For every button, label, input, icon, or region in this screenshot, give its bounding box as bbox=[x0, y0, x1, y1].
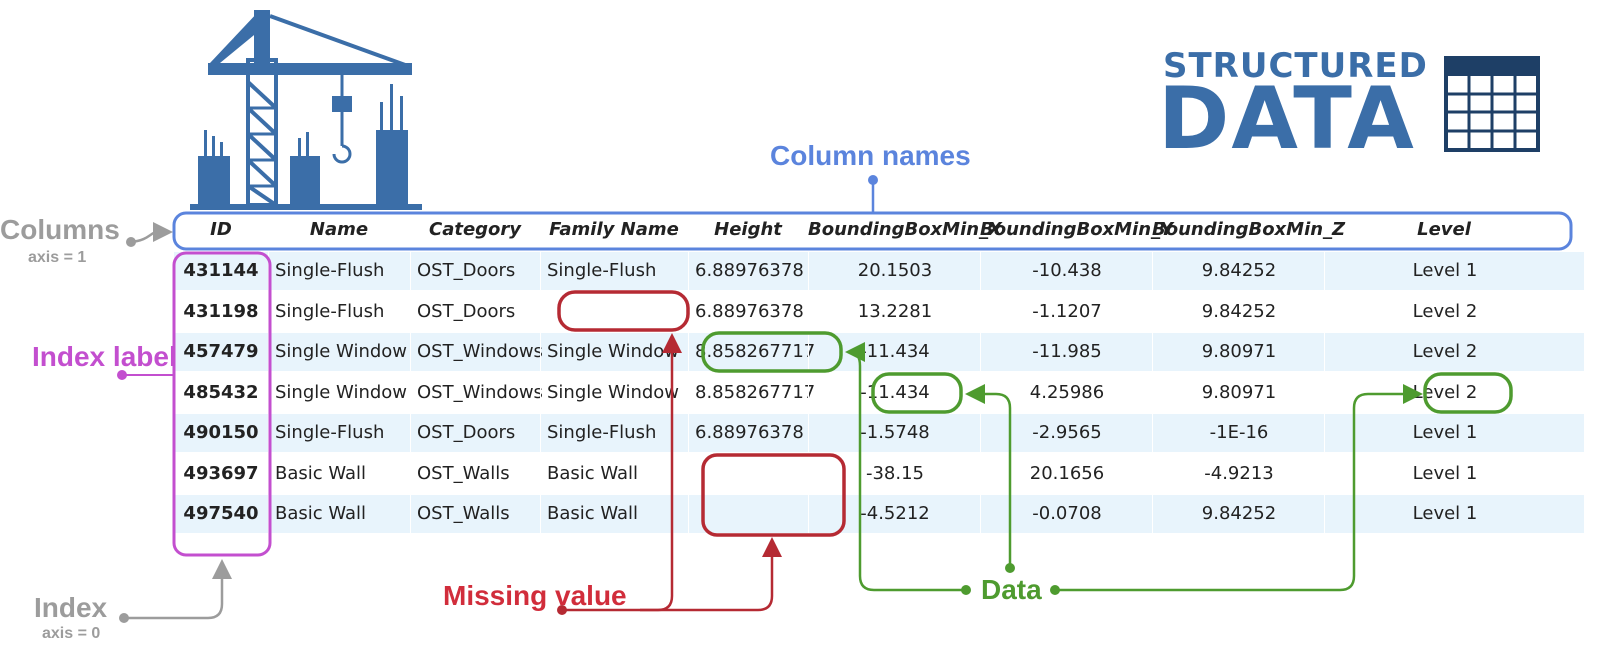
table-cell: 9.80971 bbox=[1152, 333, 1325, 371]
table-cell: -10.438 bbox=[980, 252, 1153, 290]
table-cell: Basic Wall bbox=[268, 495, 410, 533]
table-cell: 20.1503 bbox=[808, 252, 981, 290]
missing-value-arrow bbox=[640, 537, 782, 612]
table-cell: OST_Walls bbox=[410, 495, 540, 533]
table-cell: Single-Flush bbox=[268, 252, 410, 290]
column-header: ID bbox=[210, 219, 232, 240]
table-grid-icon bbox=[1444, 56, 1540, 152]
table-row: 490150 Single-Flush OST_Doors Single-Flush 6… bbox=[174, 414, 1584, 452]
table-cell: OST_Doors bbox=[410, 252, 540, 290]
table-cell: Single Window bbox=[268, 373, 410, 412]
table-cell: Basic Wall bbox=[268, 454, 410, 493]
table-cell: Single-Flush bbox=[268, 292, 410, 331]
table-cell: Single-Flush bbox=[540, 414, 688, 452]
columns-arrow bbox=[130, 222, 173, 244]
table-cell: -11.434 bbox=[808, 373, 981, 412]
data-label: Data bbox=[981, 574, 1042, 605]
index-cell: 431144 bbox=[183, 260, 259, 281]
table-cell: 9.84252 bbox=[1152, 292, 1325, 331]
table-cell: 6.88976378 bbox=[688, 252, 808, 290]
table-row: 497540 Basic Wall OST_Walls Basic Wall -4.52… bbox=[174, 495, 1584, 533]
table-cell bbox=[540, 292, 688, 331]
column-header: Category bbox=[428, 219, 522, 240]
table-cell: 9.84252 bbox=[1152, 252, 1325, 290]
table-cell: -38.15 bbox=[808, 454, 981, 493]
table-cell: OST_Windows bbox=[410, 333, 543, 371]
table-cell: OST_Doors bbox=[410, 414, 540, 452]
table-cell: 8.858267717 bbox=[688, 373, 815, 412]
table-cell: Level 2 bbox=[1324, 292, 1565, 331]
table-cell: 6.88976378 bbox=[688, 292, 808, 331]
table-cell: -0.0708 bbox=[980, 495, 1153, 533]
column-header: Family Name bbox=[549, 219, 679, 240]
index-cell: 431198 bbox=[183, 300, 259, 322]
index-cell: 485432 bbox=[183, 381, 259, 403]
table-cell: -1.5748 bbox=[808, 414, 981, 452]
table-row: 485432 Single Window OST_Windows Single Win… bbox=[174, 373, 1584, 412]
column-header: BoundingBoxMin_X bbox=[808, 219, 1002, 240]
table-cell: OST_Doors bbox=[410, 292, 540, 331]
table-cell: Level 2 bbox=[1324, 373, 1565, 412]
table-cell: -2.9565 bbox=[980, 414, 1153, 452]
table-cell: Level 1 bbox=[1324, 414, 1565, 452]
table-cell: -11.985 bbox=[980, 333, 1153, 371]
missing-value-label: Missing value bbox=[443, 580, 627, 611]
construction-crane-icon bbox=[190, 10, 422, 210]
column-header: Level bbox=[1417, 219, 1471, 240]
table-cell: -11.434 bbox=[808, 333, 981, 371]
table-row: 493697 Basic Wall OST_Walls Basic Wall -38.1… bbox=[174, 454, 1584, 493]
table-cell: -4.9213 bbox=[1152, 454, 1325, 493]
logo-data-text: DATA bbox=[1158, 69, 1416, 169]
table-cell: Level 1 bbox=[1324, 252, 1565, 290]
table-cell: Single Window bbox=[268, 333, 410, 371]
table-cell: OST_Windows bbox=[410, 373, 543, 412]
table-cell: Level 1 bbox=[1324, 495, 1565, 533]
table-cell bbox=[688, 454, 808, 493]
table-row: 431144 Single-Flush OST_Doors Single-Flush 6… bbox=[174, 252, 1584, 290]
table-cell: -4.5212 bbox=[808, 495, 981, 533]
table-cell: 13.2281 bbox=[808, 292, 981, 331]
column-header: Name bbox=[309, 219, 369, 240]
table-cell: Single-Flush bbox=[540, 252, 688, 290]
table-cell bbox=[688, 495, 808, 533]
column-names-label: Column names bbox=[770, 140, 971, 171]
table-cell: Single-Flush bbox=[268, 414, 410, 452]
table-cell: Basic Wall bbox=[540, 454, 688, 493]
table-cell: 8.858267717 bbox=[688, 333, 815, 371]
index-label: Index bbox=[34, 592, 108, 623]
column-header: BoundingBoxMin_Z bbox=[1152, 219, 1346, 240]
table-cell: Level 1 bbox=[1324, 454, 1565, 493]
column-header: BoundingBoxMin_Y bbox=[980, 219, 1174, 240]
table-cell: OST_Walls bbox=[410, 454, 540, 493]
table-cell: Single Window bbox=[540, 333, 688, 371]
index-arrow bbox=[124, 559, 232, 620]
table-cell: 6.88976378 bbox=[688, 414, 808, 452]
column-header: Height bbox=[714, 219, 782, 240]
columns-label: Columns bbox=[0, 214, 120, 245]
table-row: 431198 Single-Flush OST_Doors 6.88976378 13.… bbox=[174, 292, 1584, 331]
table-cell: 4.25986 bbox=[980, 373, 1153, 412]
index-label-label: Index label bbox=[32, 341, 177, 372]
table-cell: -1E-16 bbox=[1152, 414, 1325, 452]
columns-axis-label: axis = 1 bbox=[28, 249, 87, 266]
index-cell: 493697 bbox=[183, 462, 259, 484]
logo-structured-text: STRUCTURED bbox=[1163, 46, 1428, 86]
index-axis-label: axis = 0 bbox=[42, 625, 101, 642]
table-row: 457479 Single Window OST_Windows Single Win… bbox=[174, 333, 1584, 371]
index-cell: 490150 bbox=[183, 422, 259, 443]
table-cell: 9.80971 bbox=[1152, 373, 1325, 412]
table-cell: 9.84252 bbox=[1152, 495, 1325, 533]
table-cell: Level 2 bbox=[1324, 333, 1565, 371]
table-cell: 20.1656 bbox=[980, 454, 1153, 493]
index-cell: 497540 bbox=[183, 503, 259, 524]
table-cell: -1.1207 bbox=[980, 292, 1153, 331]
table-cell: Single Window bbox=[540, 373, 688, 412]
index-cell: 457479 bbox=[183, 341, 259, 362]
table-cell: Basic Wall bbox=[540, 495, 688, 533]
